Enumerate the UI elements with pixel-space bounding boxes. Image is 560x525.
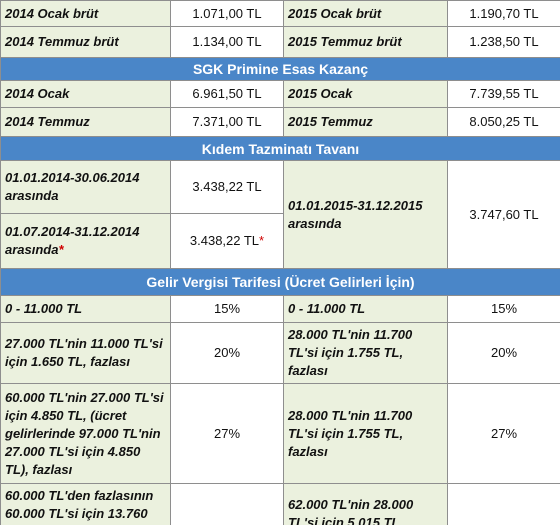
table-row: 01.07.2014-31.12.2014 arasında* 3.438,22 … (0, 213, 560, 269)
value-text: 20% (490, 345, 518, 360)
value-cell: 7.739,55 TL (447, 80, 560, 108)
value-cell: 15% (170, 295, 284, 323)
label-text: 2015 Temmuz brüt (288, 34, 402, 49)
value-text: 27% (490, 425, 518, 441)
table-row: Kıdem Tazminatı Tavanı (0, 136, 560, 161)
label-text: 0 - 11.000 TL (288, 301, 366, 316)
label-cell: 62.000 TL'nin 28.000 TL'si için 5.015 TL… (283, 483, 448, 525)
value-text: 1.071,00 TL (192, 5, 262, 21)
value-cell: 15% (447, 295, 560, 323)
table-row: 2014 Ocak brüt 1.071,00 TL 2015 Ocak brüt 1… (0, 0, 560, 27)
label-text: 01.01.2015-31.12.2015 arasında (288, 197, 423, 231)
table-row: 60.000 TL'den fazlasının 60.000 TL'si iç… (0, 483, 560, 525)
value-text: 15% (490, 301, 518, 316)
value-cell (447, 483, 560, 525)
label-cell: 60.000 TL'nin 27.000 TL'si için 4.850 TL… (0, 383, 171, 484)
label-text: 2014 Ocak (5, 86, 70, 101)
label-text: 2014 Ocak brüt (5, 5, 99, 21)
label-cell: 01.01.2015-31.12.2015 arasında (283, 160, 448, 269)
label-text: 2015 Ocak brüt (288, 5, 382, 21)
label-text: 2015 Ocak (288, 86, 353, 101)
label-cell: 01.01.2014-30.06.2014 arasında (0, 160, 171, 214)
label-text: 2014 Temmuz (5, 114, 90, 129)
label-cell: 0 - 11.000 TL (0, 295, 171, 323)
value-text: 7.371,00 TL (192, 114, 262, 129)
value-text: 6.961,50 TL (192, 86, 262, 101)
value-text: 1.238,50 TL (469, 34, 539, 49)
section-header: SGK Primine Esas Kazanç (0, 57, 560, 81)
label-text: 62.000 TL'nin 28.000 TL'si için 5.015 TL… (288, 496, 414, 525)
table-row: Gelir Vergisi Tarifesi (Ücret Gelirleri … (0, 268, 560, 296)
table-row: 2014 Temmuz brüt 1.134,00 TL 2015 Temmuz b… (0, 26, 560, 58)
value-text: 15% (213, 301, 241, 316)
value-cell: 1.071,00 TL (170, 0, 284, 27)
label-cell: 2014 Ocak brüt (0, 0, 171, 27)
value-cell: 1.238,50 TL (447, 26, 560, 58)
label-text: 2015 Temmuz (288, 114, 373, 129)
value-text: 3.747,60 TL (469, 206, 539, 222)
value-text: 8.050,25 TL (469, 114, 539, 129)
table-row: 2014 Temmuz 7.371,00 TL 2015 Temmuz 8.050,2… (0, 107, 560, 137)
label-text: 60.000 TL'den fazlasının 60.000 TL'si iç… (5, 487, 154, 525)
value-text: 1.190,70 TL (469, 5, 539, 21)
value-text: 27% (213, 425, 241, 441)
label-text: 60.000 TL'nin 27.000 TL'si için 4.850 TL… (5, 389, 164, 477)
value-cell: 8.050,25 TL (447, 107, 560, 137)
label-text: 28.000 TL'nin 11.700 TL'si için 1.755 TL… (288, 407, 413, 459)
label-cell: 2015 Temmuz (283, 107, 448, 137)
value-cell: 27% (170, 383, 284, 484)
label-cell: 2014 Temmuz (0, 107, 171, 137)
table-row: 27.000 TL'nin 11.000 TL'si için 1.650 TL… (0, 322, 560, 384)
label-cell: 2015 Temmuz brüt (283, 26, 448, 58)
value-text: 3.438,22 TL (189, 233, 260, 248)
table-row: 0 - 11.000 TL 15% 0 - 11.000 TL 15% (0, 295, 560, 323)
value-cell: 6.961,50 TL (170, 80, 284, 108)
value-cell: 3.438,22 TL (170, 160, 284, 214)
value-cell: 1.134,00 TL (170, 26, 284, 58)
value-cell: 3.438,22 TL* (170, 213, 284, 269)
label-cell: 2015 Ocak brüt (283, 0, 448, 27)
table-row: 60.000 TL'nin 27.000 TL'si için 4.850 TL… (0, 383, 560, 484)
value-text: 20% (213, 345, 241, 360)
label-cell: 01.07.2014-31.12.2014 arasında* (0, 213, 171, 269)
value-text: 7.739,55 TL (469, 86, 539, 101)
label-text: 01.01.2014-30.06.2014 arasında (5, 170, 140, 203)
note-mark: * (259, 233, 265, 248)
label-cell: 60.000 TL'den fazlasının 60.000 TL'si iç… (0, 483, 171, 525)
table-row: 2014 Ocak 6.961,50 TL 2015 Ocak 7.739,55 TL (0, 80, 560, 108)
label-cell: 0 - 11.000 TL (283, 295, 448, 323)
label-cell: 28.000 TL'nin 11.700 TL'si için 1.755 TL… (283, 322, 448, 384)
label-cell: 2015 Ocak (283, 80, 448, 108)
value-text: 1.134,00 TL (192, 34, 262, 49)
value-cell: 3.747,60 TL (447, 160, 560, 269)
label-text: 27.000 TL'nin 11.000 TL'si için 1.650 TL… (5, 336, 163, 369)
label-cell: 28.000 TL'nin 11.700 TL'si için 1.755 TL… (283, 383, 448, 484)
label-cell: 27.000 TL'nin 11.000 TL'si için 1.650 TL… (0, 322, 171, 384)
label-text: 01.07.2014-31.12.2014 arasında (5, 224, 140, 257)
value-cell: 27% (447, 383, 560, 484)
value-text: 3.438,22 TL (192, 179, 262, 194)
value-cell: 7.371,00 TL (170, 107, 284, 137)
label-text: 28.000 TL'nin 11.700 TL'si için 1.755 TL… (288, 327, 413, 378)
label-text: 0 - 11.000 TL (5, 301, 83, 316)
table-row: SGK Primine Esas Kazanç (0, 57, 560, 81)
value-cell (170, 483, 284, 525)
label-cell: 2014 Ocak (0, 80, 171, 108)
value-cell: 20% (170, 322, 284, 384)
note-mark: * (58, 242, 64, 257)
label-cell: 2014 Temmuz brüt (0, 26, 171, 58)
table-row: 01.01.2014-30.06.2014 arasında 3.438,22 T… (0, 160, 560, 269)
section-header: Gelir Vergisi Tarifesi (Ücret Gelirleri … (0, 268, 560, 296)
label-text: 2014 Temmuz brüt (5, 34, 119, 49)
value-cell: 1.190,70 TL (447, 0, 560, 27)
section-header: Kıdem Tazminatı Tavanı (0, 136, 560, 161)
value-cell: 20% (447, 322, 560, 384)
